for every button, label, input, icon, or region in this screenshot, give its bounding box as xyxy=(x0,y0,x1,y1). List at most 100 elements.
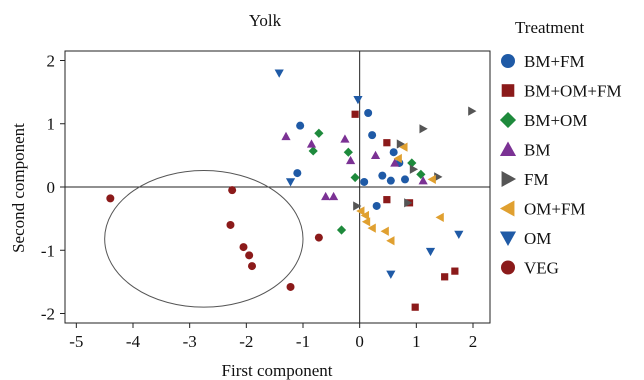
data-point-bm xyxy=(329,191,339,201)
data-point-veg xyxy=(286,282,295,291)
series-fm xyxy=(353,106,477,211)
data-point-veg xyxy=(106,194,115,203)
data-point-om-fm xyxy=(427,174,436,185)
x-axis-label: First component xyxy=(222,361,333,380)
data-point-veg xyxy=(239,243,248,252)
legend-marker-bm xyxy=(499,141,517,156)
series-om-fm xyxy=(356,142,444,246)
data-point-bm-fm xyxy=(360,177,369,186)
data-point-om xyxy=(285,178,296,187)
data-point-bm xyxy=(306,139,317,148)
data-point-om-fm xyxy=(393,153,402,164)
series-bm-fm xyxy=(293,108,409,210)
data-point-bm-fm xyxy=(296,121,305,130)
data-point-bm-fm xyxy=(293,169,302,178)
data-point-bm xyxy=(370,150,381,160)
data-point-om xyxy=(454,230,464,240)
legend-item-bm: BM xyxy=(499,141,550,160)
x-tick-label: -5 xyxy=(69,332,83,351)
data-point-fm xyxy=(396,139,406,149)
y-tick-label: 0 xyxy=(47,178,56,197)
legend-item-bm-om: BM+OM xyxy=(499,111,587,130)
data-point-bm xyxy=(346,155,356,165)
legend-title: Treatment xyxy=(515,18,585,37)
legend-label: BM+OM xyxy=(524,111,587,130)
data-point-veg xyxy=(314,233,323,242)
legend-item-om: OM xyxy=(499,229,551,248)
data-point-bm-om xyxy=(416,169,426,179)
data-point-bm xyxy=(390,158,400,167)
data-point-bm xyxy=(340,134,350,143)
data-point-veg xyxy=(228,186,237,195)
data-point-om-fm xyxy=(367,223,376,233)
data-point-bm-om xyxy=(343,147,353,157)
data-point-veg xyxy=(248,262,256,271)
data-point-fm xyxy=(404,198,413,208)
legend-label: BM+FM xyxy=(524,52,585,71)
data-point-bm-om xyxy=(350,172,360,183)
legend-label: OM xyxy=(524,229,551,248)
data-point-om-fm xyxy=(360,210,370,221)
data-point-om xyxy=(425,247,436,257)
data-point-bm-om-fm xyxy=(351,110,359,118)
data-point-fm xyxy=(353,201,362,211)
legend-label: VEG xyxy=(524,259,559,278)
data-point-veg xyxy=(226,220,235,229)
data-point-om-fm xyxy=(380,226,389,236)
data-point-bm-om-fm xyxy=(411,303,419,311)
data-point-bm-fm xyxy=(389,148,398,157)
x-tick-label: 0 xyxy=(355,332,364,351)
data-point-om-fm xyxy=(399,142,408,152)
legend-item-bm-om-fm: BM+OM+FM xyxy=(501,82,622,101)
legend-label: OM+FM xyxy=(524,200,586,219)
x-tick-label: -4 xyxy=(126,332,141,351)
y-axis-label: Second component xyxy=(9,123,28,253)
series-bm-om-fm xyxy=(351,110,459,311)
y-tick-label: 1 xyxy=(47,115,56,134)
legend-item-om-fm: OM+FM xyxy=(499,200,586,219)
data-point-fm xyxy=(419,124,428,134)
y-tick-label: 2 xyxy=(47,51,56,70)
data-point-bm-om xyxy=(336,225,347,235)
data-point-fm xyxy=(434,172,443,182)
data-point-om xyxy=(386,270,396,279)
series-veg xyxy=(106,186,323,291)
data-point-bm xyxy=(321,191,331,201)
data-point-om xyxy=(274,69,284,78)
data-point-bm-fm xyxy=(364,108,373,117)
data-point-fm xyxy=(468,106,477,116)
data-point-bm xyxy=(281,131,291,141)
x-tick-label: -3 xyxy=(183,332,197,351)
data-point-bm-om xyxy=(407,158,417,168)
data-point-bm-fm xyxy=(368,131,377,140)
data-point-bm-fm xyxy=(401,175,409,184)
data-point-bm-om-fm xyxy=(383,139,391,147)
series-om xyxy=(274,69,464,279)
legend-marker-bm-om xyxy=(499,111,517,129)
data-point-om-fm xyxy=(435,212,444,222)
data-point-bm-fm xyxy=(372,201,381,210)
data-point-om-fm xyxy=(356,206,365,216)
data-point-bm-fm xyxy=(378,171,387,180)
data-point-bm-om xyxy=(308,146,318,156)
legend-marker-om xyxy=(499,231,517,247)
x-tick-label: 2 xyxy=(469,332,478,351)
data-point-fm xyxy=(409,164,419,174)
data-point-om xyxy=(353,96,363,105)
legend-label: BM+OM+FM xyxy=(524,82,622,101)
legend-label: FM xyxy=(524,170,549,189)
veg-cluster-ellipse xyxy=(104,170,304,308)
data-point-om-fm xyxy=(361,217,371,227)
legend-marker-veg xyxy=(501,260,515,275)
series-bm xyxy=(281,131,428,201)
legend-item-fm: FM xyxy=(501,170,549,189)
legend-marker-bm-om-fm xyxy=(501,84,515,97)
data-point-bm-fm xyxy=(386,176,395,185)
data-point-bm-om-fm xyxy=(451,267,459,275)
x-tick-label: -1 xyxy=(296,332,310,351)
legend-marker-bm-fm xyxy=(501,54,515,68)
data-point-bm-om-fm xyxy=(383,196,391,204)
legend-item-bm-fm: BM+FM xyxy=(501,52,585,71)
data-point-bm xyxy=(418,176,428,185)
